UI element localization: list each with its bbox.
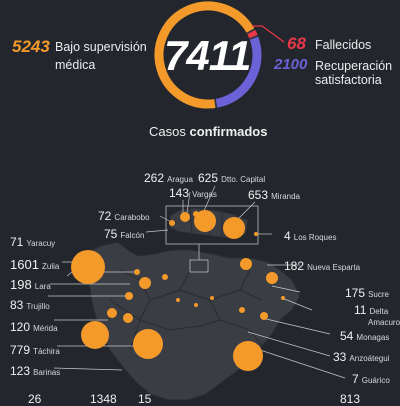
label-monagas: 54 Monagas xyxy=(340,329,390,343)
label-merida: 120 Mérida xyxy=(10,320,58,334)
country-shape xyxy=(77,241,301,400)
bubble-yaracuy xyxy=(134,269,140,275)
supervision-label-line1: Bajo supervisión xyxy=(55,40,147,54)
label-guarico: 7 Guárico xyxy=(352,372,390,386)
bubble-miranda xyxy=(223,217,245,239)
bubble-barinas xyxy=(123,313,133,323)
bubble-vargas xyxy=(193,211,199,217)
label-carabobo: 72 Carabobo xyxy=(98,209,150,223)
total-confirmed: 7411 xyxy=(164,32,251,79)
label-losroques: 4 Los Roques xyxy=(284,229,337,243)
label-zulia: 1601 Zulia xyxy=(10,257,60,272)
label-trujillo: 83 Trujillo xyxy=(10,298,50,312)
deceased-pointer-line xyxy=(252,25,285,43)
label-yaracuy: 71 Yaracuy xyxy=(10,235,56,249)
label-barinas: 123 Barinas xyxy=(10,364,61,378)
label-capital: 625 Dtto. Capital xyxy=(198,171,266,185)
label-lara: 198 Lara xyxy=(10,277,51,292)
bubble-misc2 xyxy=(194,303,198,307)
bubble-losroques xyxy=(254,232,258,236)
label-falcon: 75 Falcón xyxy=(104,227,145,241)
cases-donut-ring xyxy=(154,1,262,109)
bubble-tachira xyxy=(81,321,109,349)
bubble-deltaamacuro xyxy=(281,296,285,300)
bubble-sucre xyxy=(266,272,278,284)
recovered-label-line1: Recuperación xyxy=(315,59,393,73)
bubble-carabobo xyxy=(169,220,175,226)
bubble-apure xyxy=(133,329,163,359)
label-deltaamacuro-line2: Amacuro xyxy=(368,318,400,327)
partial-label-bottom-mid1: 1348 xyxy=(90,392,117,406)
partial-label-bottom-right: 813 xyxy=(340,392,361,406)
bubble-trujillo xyxy=(125,292,133,300)
label-vargas: 143 Vargas xyxy=(169,186,217,200)
deceased-arc xyxy=(247,29,258,39)
bubble-bolivar xyxy=(233,341,263,371)
bubble-merida xyxy=(107,308,117,318)
partial-label-bottom-left: 26 xyxy=(28,392,42,406)
label-anzoategui: 33 Anzoátegui xyxy=(333,350,390,364)
inset-frame xyxy=(165,205,259,245)
section-title: Casos confirmados xyxy=(149,124,267,139)
bubble-misc1 xyxy=(176,298,180,302)
label-aragua: 262 Aragua xyxy=(144,171,193,185)
bubble-monagas xyxy=(260,312,268,320)
supervision-label-line2: médica xyxy=(55,58,96,72)
section-title-bold: confirmados xyxy=(189,124,268,139)
bubble-zulia xyxy=(71,250,105,284)
recovered-label-line2: satisfactoria xyxy=(315,73,382,87)
bubble-nuevaesparta xyxy=(240,258,252,270)
bubble-falcon xyxy=(162,274,168,280)
label-sucre: 175 Sucre xyxy=(345,286,389,300)
bubble-lara xyxy=(139,277,151,289)
label-deltaamacuro: 11 Delta xyxy=(354,303,389,317)
label-miranda: 653 Miranda xyxy=(248,188,300,202)
bubbles xyxy=(71,210,285,371)
label-nuevaesparta: 182 Nueva Esparta xyxy=(284,259,361,273)
bubble-aragua xyxy=(180,212,190,222)
label-tachira: 779 Táchira xyxy=(10,343,60,357)
bubble-anzoategui xyxy=(239,307,245,313)
section-title-regular: Casos xyxy=(149,124,190,139)
deceased-label: Fallecidos xyxy=(315,38,372,52)
bubble-capital xyxy=(194,210,216,232)
deceased-count: 68 xyxy=(287,34,306,53)
partial-label-bottom-mid2: 15 xyxy=(138,392,152,406)
supervision-count: 5243 xyxy=(12,37,50,56)
recovered-count: 2100 xyxy=(274,56,308,73)
recovered-arc xyxy=(215,36,262,108)
bubble-guarico xyxy=(210,296,214,300)
venezuela-map xyxy=(48,185,346,400)
supervision-arc xyxy=(154,1,255,109)
